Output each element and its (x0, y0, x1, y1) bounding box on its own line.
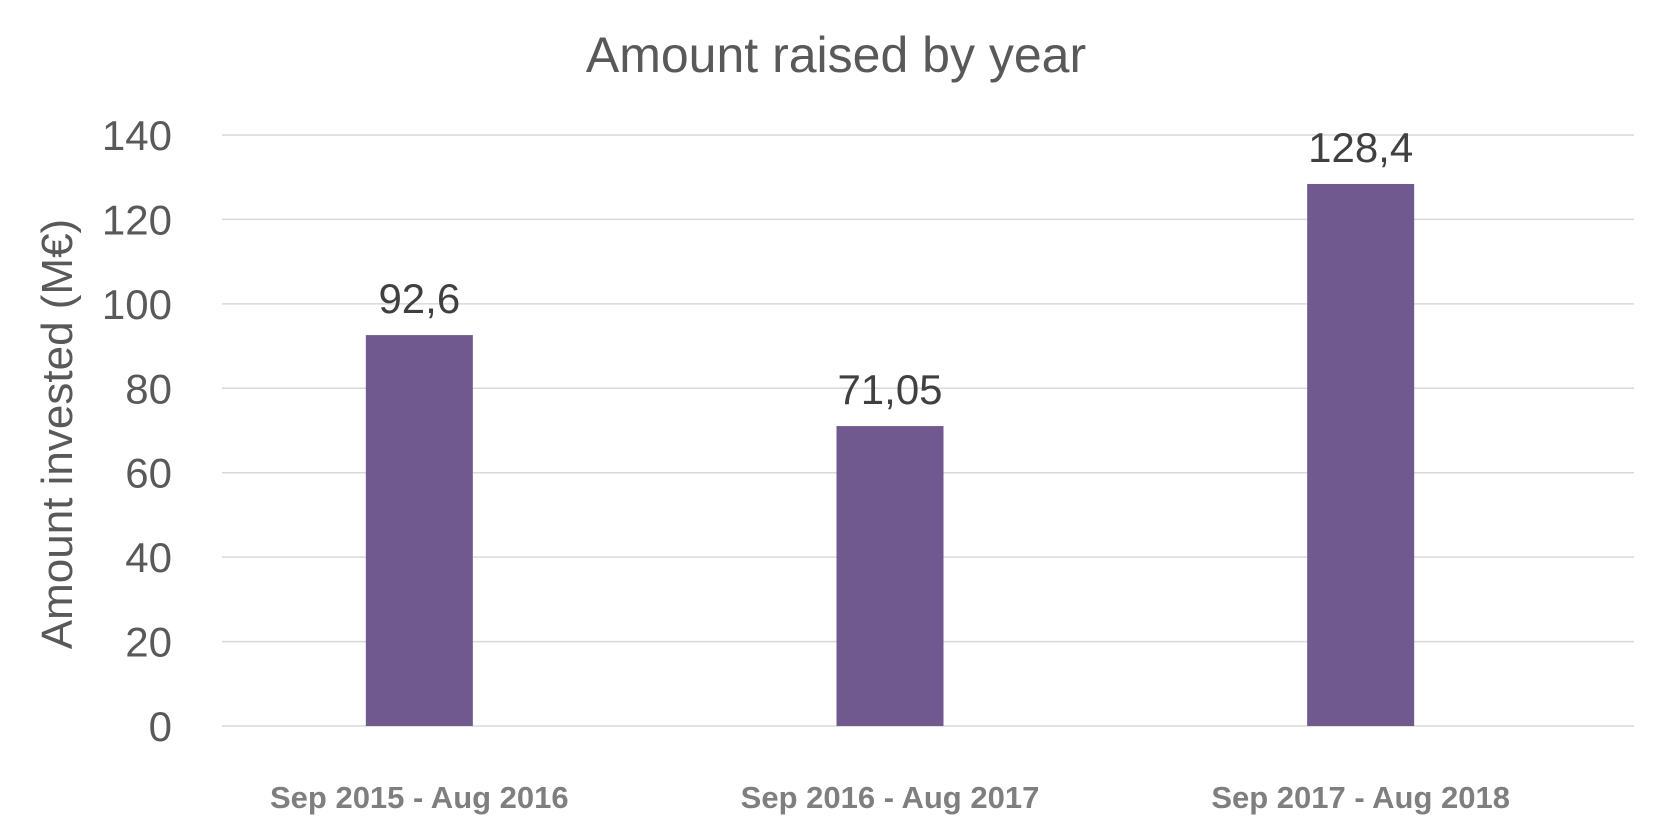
y-tick-label: 140 (102, 112, 172, 159)
y-tick-label: 120 (102, 196, 172, 243)
bar (1307, 183, 1415, 726)
chart-title: Amount raised by year (586, 27, 1086, 83)
y-tick-label: 60 (125, 450, 172, 497)
x-tick-label: Sep 2015 - Aug 2016 (270, 780, 569, 815)
bar-value-label: 92,6 (378, 275, 460, 322)
y-tick-label: 40 (125, 534, 172, 581)
y-tick-label: 0 (149, 703, 172, 750)
bar-value-label: 128,4 (1308, 124, 1413, 171)
bars (365, 183, 1415, 726)
y-tick-label: 100 (102, 281, 172, 328)
y-tick-label: 80 (125, 365, 172, 412)
y-axis-label: Amount invested (M€) (33, 219, 82, 649)
bar (836, 426, 944, 726)
data-labels: 92,6 71,05 128,4 (378, 124, 1413, 413)
y-tick-label: 20 (125, 619, 172, 666)
bar-value-label: 71,05 (837, 366, 942, 413)
bar (365, 335, 473, 726)
x-tick-label: Sep 2016 - Aug 2017 (741, 780, 1040, 815)
x-tick-label: Sep 2017 - Aug 2018 (1211, 780, 1510, 815)
x-axis-ticks: Sep 2015 - Aug 2016 Sep 2016 - Aug 2017 Se… (270, 780, 1510, 815)
y-axis-ticks: 0 20 40 60 80 100 120 140 (102, 112, 172, 750)
